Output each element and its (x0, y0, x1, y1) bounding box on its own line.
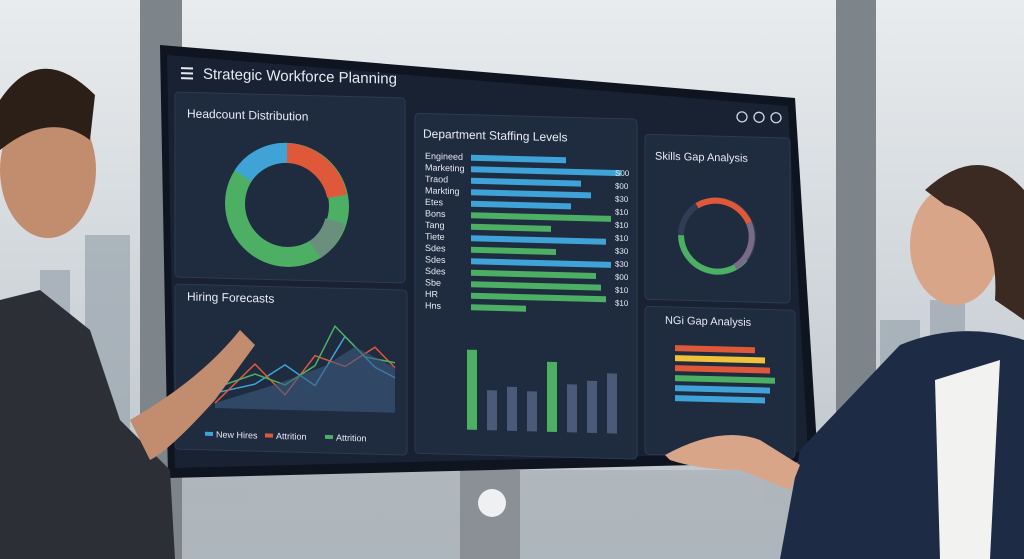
department-label: Sdes (425, 254, 446, 265)
woman (665, 165, 1024, 559)
panel-title: Department Staffing Levels (423, 127, 568, 145)
legend-label: New Hires (216, 429, 258, 440)
department-label: Tang (425, 220, 445, 231)
department-label: Bons (425, 208, 446, 219)
amount-label: $30 (615, 260, 629, 269)
staffing-bar (471, 212, 611, 222)
panel-title: Headcount Distribution (187, 106, 308, 123)
forecast-lines (214, 324, 396, 413)
department-label: Sdes (425, 243, 446, 254)
man (0, 68, 255, 559)
staffing-bar (471, 304, 526, 312)
staffing-bar (471, 235, 606, 245)
amount-label: $10 (615, 234, 629, 243)
column-chart (467, 349, 617, 434)
staffing-bar (471, 177, 581, 187)
staffing-bar (471, 154, 566, 164)
amount-label: $10 (615, 208, 629, 217)
staffing-bar (471, 246, 556, 255)
menu-icon[interactable] (181, 67, 193, 80)
staffing-bar (471, 292, 606, 303)
staffing-bar (471, 166, 621, 177)
department-label: Sdes (425, 266, 446, 277)
panel-title: NGi Gap Analysis (665, 315, 752, 329)
amount-label: $00 (615, 182, 629, 191)
dashboard-title: Strategic Workforce Planning (203, 66, 397, 88)
department-label: Traod (425, 174, 448, 185)
legend-swatch (205, 431, 213, 436)
amount-label: $30 (615, 247, 629, 256)
legend-swatch (265, 433, 273, 438)
donut (225, 142, 349, 267)
amount-label: $10 (615, 221, 629, 230)
department-label: Hns (425, 300, 442, 310)
staffing-bar (471, 258, 611, 268)
legend-swatch (325, 434, 333, 440)
amount-label: $30 (615, 195, 629, 204)
toolbar-icons[interactable] (736, 111, 782, 124)
skills-ring (678, 197, 756, 276)
dashboard: Strategic Workforce Planning Headcount D… (174, 66, 796, 460)
staffing-bar (471, 200, 571, 210)
panel-title: Hiring Forecasts (187, 289, 274, 305)
legend-label: Attrition (276, 431, 307, 442)
staffing-bar (471, 269, 596, 280)
amount-label: $10 (615, 299, 629, 308)
staffing-bar (471, 223, 551, 232)
department-label: Markting (425, 185, 460, 196)
staffing-bars: EngineedMarketingTraodMarktingEtesBonsTa… (425, 151, 630, 312)
staffing-bar (471, 281, 601, 291)
staffing-bar (471, 189, 591, 199)
stand-knob (478, 489, 506, 517)
amount-label: S00 (615, 169, 630, 178)
department-label: Sbe (425, 277, 441, 287)
legend-label: Attrition (336, 433, 367, 444)
legend: New Hires Attrition Attrition (205, 429, 367, 443)
amount-label: $10 (615, 286, 629, 295)
department-label: Engineed (425, 151, 463, 162)
gap-bars (675, 345, 775, 404)
amount-label: $00 (615, 273, 629, 282)
department-label: Tiete (425, 231, 445, 242)
department-label: Marketing (425, 162, 465, 173)
department-label: HR (425, 289, 438, 299)
department-label: Etes (425, 197, 444, 207)
panel-title: Skills Gap Analysis (655, 150, 748, 164)
